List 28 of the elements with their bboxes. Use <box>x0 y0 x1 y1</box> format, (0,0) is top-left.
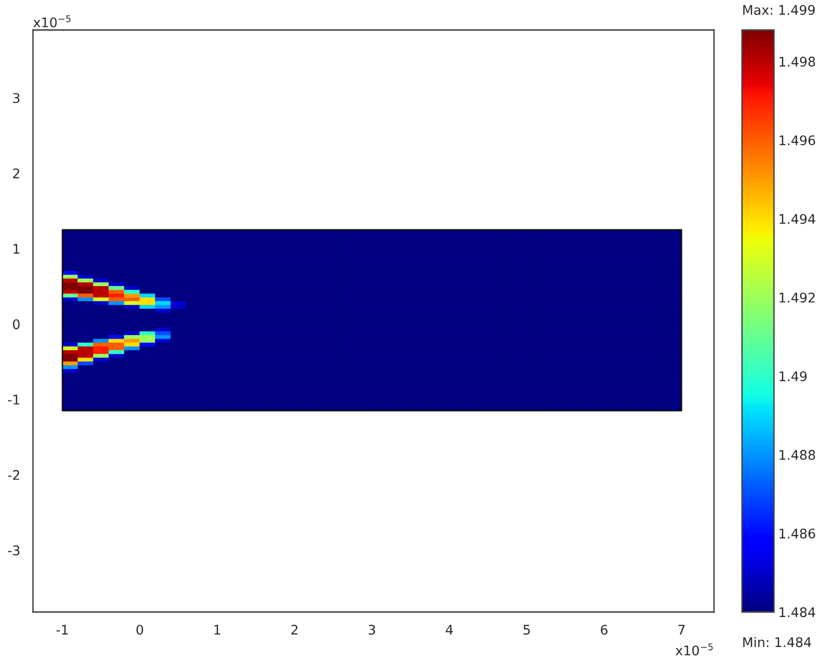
x-tick-label: 5 <box>524 624 530 635</box>
x-tick-label: -1 <box>56 624 68 635</box>
color-bar-label: 1.492 <box>780 292 815 303</box>
y-tick-label: 1 <box>14 244 20 254</box>
x-tick-label: 1 <box>214 624 220 635</box>
x-tick-label: 4 <box>446 624 453 635</box>
x-tick-label: 2 <box>291 624 298 635</box>
color-bar-label: 1.484 <box>780 607 816 618</box>
text: x10$^{−5}$ <box>33 15 71 28</box>
y-tick-label: 3 <box>13 93 20 104</box>
color-bar-label: 1.494 <box>780 214 816 224</box>
y-tick-label: -3 <box>8 545 20 556</box>
color-bar-label: 1.488 <box>780 450 816 460</box>
x-tick-label: 6 <box>600 624 608 635</box>
y-tick-label: 2 <box>13 168 20 178</box>
color-bar-label: 1.498 <box>780 56 816 67</box>
x-tick-label: 0 <box>136 624 144 635</box>
y-tick-label: -2 <box>8 470 20 480</box>
color-bar-label: 1.49 <box>780 371 807 382</box>
y-tick-label: -1 <box>8 394 20 404</box>
x-tick-label: 3 <box>368 624 376 635</box>
color-bar-label: 1.496 <box>780 135 816 146</box>
x-tick-label: 7 <box>678 624 685 635</box>
text: Min: 1.484 <box>743 637 812 648</box>
text: x10$^{−5}$ <box>676 643 713 656</box>
text: Max: 1.499 <box>743 4 815 15</box>
y-tick-label: 0 <box>12 319 20 330</box>
color-bar-label: 1.486 <box>780 528 816 539</box>
